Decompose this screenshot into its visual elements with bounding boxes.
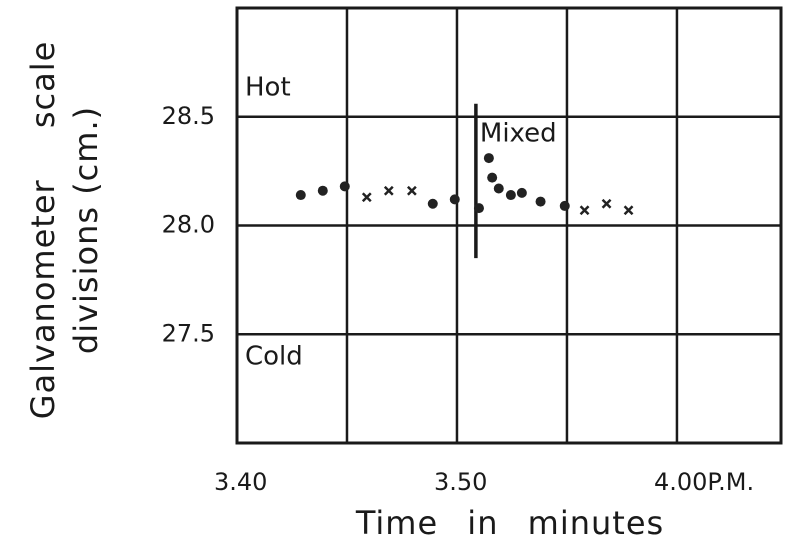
dot-point xyxy=(483,153,494,164)
dot-point xyxy=(339,181,350,192)
dot-point xyxy=(295,190,306,201)
y-tick-label: 28.0 xyxy=(162,211,215,239)
x-axis-label: Time in minutes xyxy=(355,504,664,542)
dot-point xyxy=(487,172,498,183)
cross-point xyxy=(361,192,372,203)
y-tick-label: 28.5 xyxy=(162,102,215,130)
dot-point xyxy=(516,187,527,198)
cross-point xyxy=(579,205,590,216)
cross-point xyxy=(623,205,634,216)
cross-point xyxy=(383,185,394,196)
dot-point xyxy=(449,194,460,205)
dot-point xyxy=(427,198,438,209)
annotation: Cold xyxy=(245,342,303,372)
x-tick-label: 4.00P.M. xyxy=(654,468,754,496)
y-tick-label: 27.5 xyxy=(162,319,215,347)
x-tick-label: 3.50 xyxy=(434,468,487,496)
y-axis-label: divisions (cm.) xyxy=(67,106,105,354)
cross-point xyxy=(406,185,417,196)
annotation: Hot xyxy=(245,73,291,103)
annotation: Mixed xyxy=(480,119,557,149)
dot-point xyxy=(505,190,516,201)
dot-point xyxy=(535,196,546,207)
dot-point xyxy=(559,200,570,211)
dot-point xyxy=(473,203,484,214)
y-axis-label: Galvanometer scale xyxy=(24,41,62,420)
dot-point xyxy=(493,183,504,194)
dot-point xyxy=(317,185,328,196)
cross-point xyxy=(601,198,612,209)
x-tick-label: 3.40 xyxy=(214,468,267,496)
